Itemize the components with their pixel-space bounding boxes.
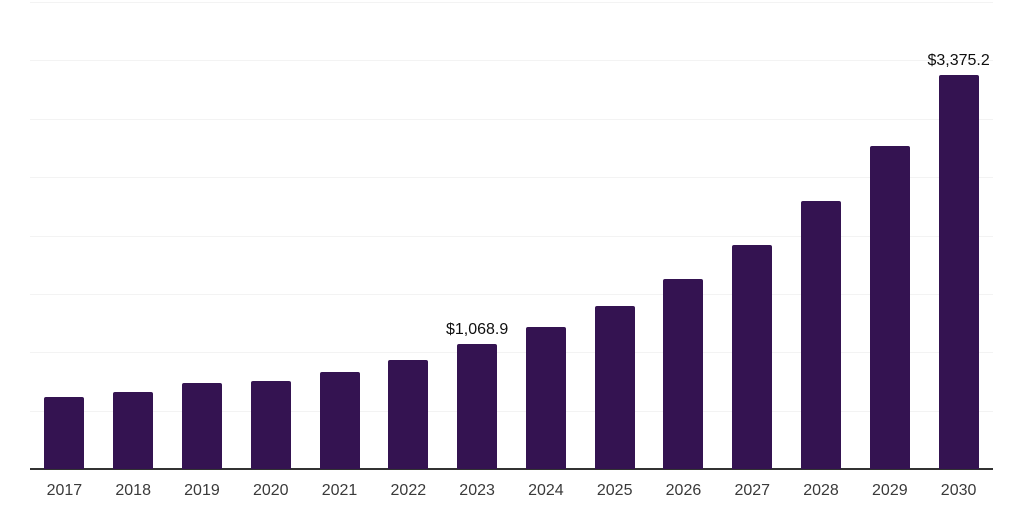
gridline xyxy=(30,293,993,295)
bar-2030 xyxy=(938,74,979,469)
x-tick-label-2022: 2022 xyxy=(390,482,427,499)
x-tick-label-2026: 2026 xyxy=(665,482,702,499)
x-tick-label-2027: 2027 xyxy=(734,482,771,499)
bar-2019 xyxy=(181,382,222,469)
bar-2022 xyxy=(388,359,429,469)
gridline xyxy=(30,60,993,62)
bar-2018 xyxy=(113,391,154,469)
bar-2027 xyxy=(732,244,773,469)
x-tick-label-2028: 2028 xyxy=(803,482,839,499)
x-tick-label-2030: 2030 xyxy=(940,482,977,499)
gridline xyxy=(30,235,993,237)
gridline xyxy=(30,2,993,3)
x-tick-label-2024: 2024 xyxy=(528,482,564,499)
bar-2026 xyxy=(663,279,704,469)
bar-2023 xyxy=(457,344,498,469)
x-tick-label-2020: 2020 xyxy=(252,482,289,499)
bar-2028 xyxy=(801,201,842,469)
gridline xyxy=(30,410,993,412)
data-label-2023: $1,068.9 xyxy=(445,321,509,339)
x-tick-label-2025: 2025 xyxy=(596,482,633,499)
x-tick-label-2019: 2019 xyxy=(184,482,220,499)
bar-2025 xyxy=(594,305,635,469)
gridline xyxy=(30,118,993,120)
plot-area: 2017 2018 2019 2020 2021 2022 2023 $1,068.9 2024… xyxy=(30,2,993,499)
gridline xyxy=(30,177,993,179)
gridline xyxy=(30,352,993,354)
x-tick-label-2021: 2021 xyxy=(321,482,358,499)
x-axis-line xyxy=(30,468,993,470)
data-label-2030: $3,375.2 xyxy=(927,51,990,69)
bar-2024 xyxy=(525,327,566,469)
bar-2029 xyxy=(869,145,910,469)
x-tick-label-2029: 2029 xyxy=(872,482,908,499)
bar-2020 xyxy=(250,380,291,469)
x-tick-label-2017: 2017 xyxy=(46,482,83,499)
x-tick-label-2023: 2023 xyxy=(459,482,495,499)
bar-2017 xyxy=(44,396,85,469)
x-tick-label-2018: 2018 xyxy=(115,482,151,499)
bar-2021 xyxy=(319,371,360,469)
